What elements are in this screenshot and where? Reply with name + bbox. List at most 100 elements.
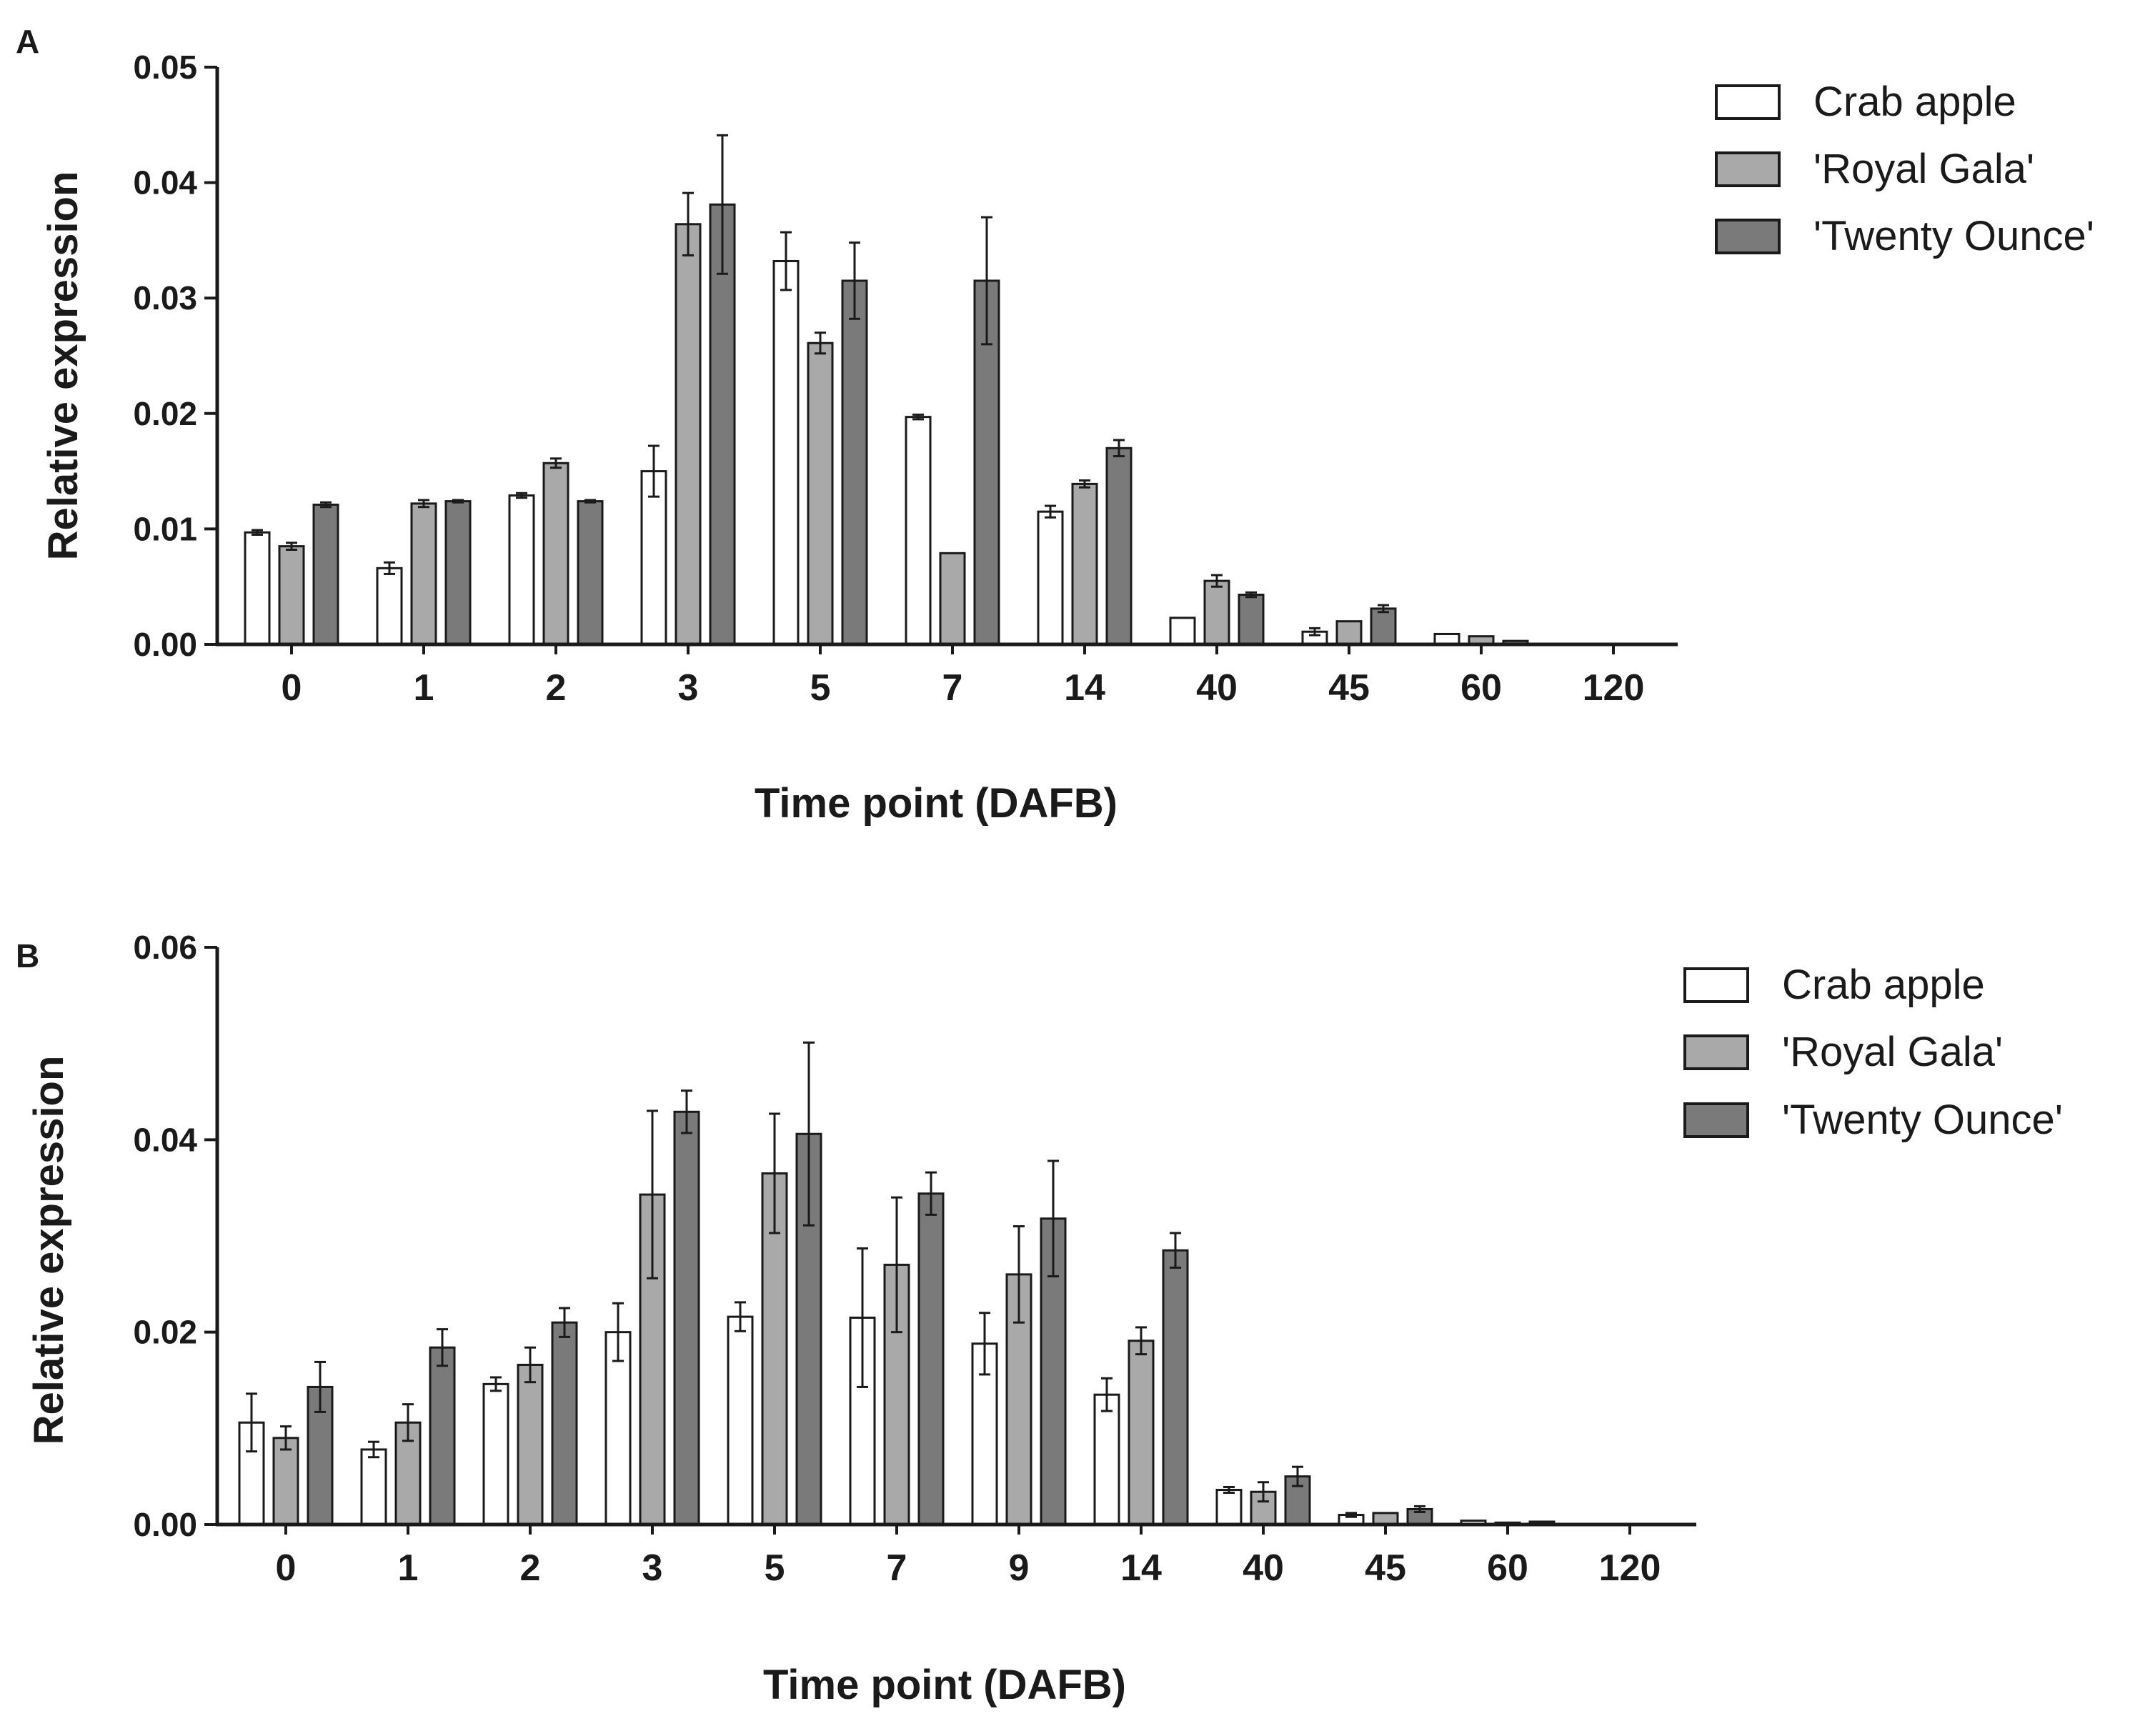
bar-royal-gala-0 [272, 1437, 299, 1526]
y-tick-label: 0.02 [133, 395, 197, 432]
bar-twenty-ounce-5 [841, 279, 868, 646]
error-bar-twenty-ounce-14 [1170, 1232, 1181, 1269]
error-bar-royal-gala-0 [286, 542, 297, 551]
y-tick-label: 0.00 [133, 626, 197, 663]
legend-swatch-twenty-ounce [1715, 219, 1781, 254]
x-tick-label: 2 [520, 1547, 541, 1589]
error-bar-crab-apple-1 [368, 1440, 379, 1459]
error-bar-crab-apple-40 [1223, 1485, 1235, 1495]
error-bar-crab-apple-2 [516, 492, 527, 499]
bar-twenty-ounce-1 [444, 500, 472, 646]
legend-swatch-royal-gala [1683, 1034, 1749, 1070]
error-bar-crab-apple-2 [490, 1376, 502, 1392]
bar-twenty-ounce-45 [1370, 607, 1397, 646]
error-bar-royal-gala-14 [1135, 1326, 1147, 1356]
x-tick-label: 120 [1599, 1547, 1661, 1589]
bar-crab-apple-14 [1037, 510, 1064, 646]
error-bar-royal-gala-7 [891, 1196, 902, 1334]
error-bar-twenty-ounce-2 [584, 499, 596, 504]
x-tick-label: 120 [1583, 667, 1645, 709]
panel-b-bars [238, 1041, 1556, 1526]
bar-crab-apple-1 [360, 1448, 387, 1526]
bar-twenty-ounce-2 [577, 500, 604, 646]
legend-swatch-crab-apple [1715, 84, 1781, 120]
bar-royal-gala-3 [675, 223, 702, 646]
bar-twenty-ounce-0 [312, 503, 339, 646]
error-bar-royal-gala-40 [1258, 1481, 1269, 1503]
error-bar-crab-apple-3 [648, 444, 660, 498]
bar-crab-apple-40 [1215, 1489, 1243, 1526]
error-bar-twenty-ounce-7 [925, 1171, 937, 1216]
bar-crab-apple-14 [1093, 1393, 1120, 1526]
bar-crab-apple-2 [508, 494, 535, 646]
legend-entry-twenty-ounce: 'Twenty Ounce' [1715, 213, 2094, 259]
panel-a-axes [215, 67, 1678, 647]
bar-crab-apple-7 [905, 416, 932, 646]
panel-a-y-ticks: 0.00 0.01 0.02 0.03 0.04 0.05 [133, 49, 217, 663]
error-bar-twenty-ounce-45 [1414, 1505, 1425, 1513]
x-tick-label: 40 [1196, 667, 1238, 709]
error-bar-crab-apple-7 [912, 413, 924, 421]
bar-twenty-ounce-3 [709, 203, 736, 646]
error-bar-twenty-ounce-45 [1378, 604, 1389, 614]
x-tick-label: 45 [1328, 667, 1370, 709]
x-tick-label: 14 [1120, 1547, 1162, 1589]
x-tick-label: 2 [546, 667, 567, 709]
panel-a-chart: A Relative expression Time point (DAFB) … [16, 23, 2094, 827]
x-tick-label: 3 [678, 667, 699, 709]
legend-swatch-twenty-ounce [1683, 1102, 1749, 1138]
bar-crab-apple-5 [772, 259, 800, 646]
error-bar-twenty-ounce-14 [1113, 439, 1125, 458]
y-tick-label: 0.02 [133, 1314, 197, 1351]
x-tick-label: 3 [642, 1547, 663, 1589]
legend-label-twenty-ounce: 'Twenty Ounce' [1782, 1097, 2063, 1143]
error-bar-twenty-ounce-40 [1245, 591, 1257, 599]
y-tick-label: 0.01 [133, 510, 197, 547]
x-tick-label: 45 [1365, 1547, 1406, 1589]
legend-label-royal-gala: 'Royal Gala' [1782, 1029, 2003, 1075]
bar-crab-apple-0 [244, 531, 271, 646]
error-bar-twenty-ounce-5 [803, 1041, 815, 1227]
legend-entry-crab-apple: Crab apple [1683, 962, 1985, 1008]
bar-twenty-ounce-14 [1162, 1249, 1189, 1526]
error-bar-crab-apple-9 [979, 1312, 990, 1376]
bar-twenty-ounce-3 [673, 1110, 700, 1526]
error-bar-royal-gala-40 [1211, 574, 1223, 588]
legend-label-crab-apple: Crab apple [1813, 79, 2016, 125]
bar-royal-gala-14 [1071, 482, 1098, 646]
bar-crab-apple-5 [727, 1315, 754, 1526]
legend-entry-crab-apple: Crab apple [1715, 79, 2016, 125]
bar-crab-apple-2 [482, 1382, 509, 1526]
panel-b-chart: B Relative expression Time point (DAFB) … [16, 929, 2063, 1708]
panel-a-y-axis-title: Relative expression [40, 171, 86, 561]
error-bar-twenty-ounce-0 [320, 501, 332, 509]
error-bar-crab-apple-1 [384, 561, 395, 575]
error-bar-twenty-ounce-3 [681, 1089, 692, 1134]
bar-crab-apple-1 [376, 567, 403, 646]
x-tick-label: 0 [276, 1547, 297, 1589]
error-bar-twenty-ounce-3 [717, 134, 728, 275]
bar-royal-gala-2 [517, 1363, 544, 1526]
error-bar-crab-apple-45 [1345, 1512, 1357, 1518]
bar-crab-apple-3 [640, 470, 667, 646]
y-tick-label: 0.06 [133, 929, 197, 966]
error-bar-twenty-ounce-40 [1292, 1465, 1303, 1487]
y-tick-label: 0.05 [133, 49, 197, 86]
error-bar-twenty-ounce-9 [1047, 1159, 1059, 1278]
error-bar-royal-gala-0 [280, 1425, 292, 1451]
error-bar-twenty-ounce-5 [849, 241, 860, 320]
error-bar-royal-gala-3 [682, 191, 694, 256]
legend-label-twenty-ounce: 'Twenty Ounce' [1813, 213, 2094, 259]
error-bar-twenty-ounce-1 [437, 1328, 448, 1367]
legend-swatch-crab-apple [1683, 967, 1749, 1003]
panel-b-legend: Crab apple 'Royal Gala' 'Twenty Ounce' [1683, 962, 2063, 1143]
bar-royal-gala-14 [1128, 1340, 1155, 1526]
error-bar-royal-gala-5 [815, 331, 826, 355]
x-tick-label: 60 [1460, 667, 1502, 709]
panel-a-letter: A [16, 23, 39, 60]
y-tick-label: 0.03 [133, 279, 197, 316]
bar-twenty-ounce-14 [1105, 447, 1133, 646]
bar-royal-gala-45 [1335, 620, 1363, 646]
bar-royal-gala-0 [278, 545, 305, 646]
